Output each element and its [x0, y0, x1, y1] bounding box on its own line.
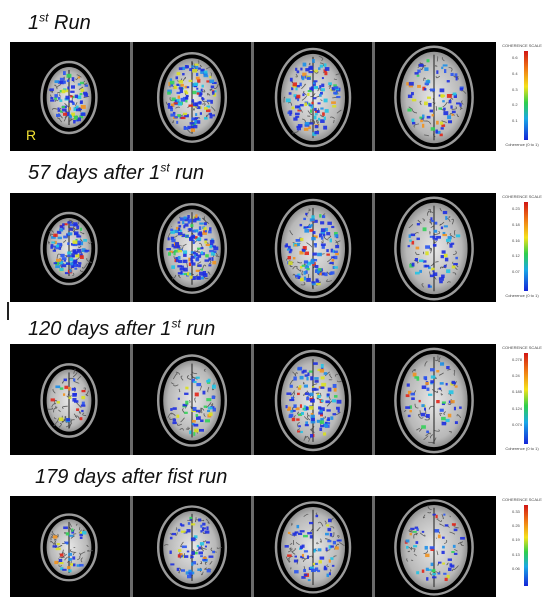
- scale-title: COHERENCE SCALE: [502, 43, 542, 48]
- scale-tick-label: 0.124: [512, 405, 523, 411]
- scale-tick-label: 0.6: [512, 55, 518, 60]
- section-title: 179 days after fist run: [35, 467, 227, 487]
- scale-tick-label: 0.23: [512, 206, 520, 211]
- section-title-text: 120 days after 1: [28, 318, 172, 340]
- coherence-color-scale: COHERENCE SCALE 0.6 0.4 0.3 0.2 0.1 Coherence …: [500, 42, 544, 151]
- panel-divider: [251, 344, 254, 455]
- section-title-superscript: st: [160, 160, 170, 175]
- mri-strip: [10, 344, 496, 455]
- scale-title: COHERENCE SCALE: [502, 497, 542, 502]
- brain-slice-image: [254, 193, 373, 302]
- scale-tick-label: 0.07: [512, 269, 520, 275]
- scale-gradient-bar: [524, 353, 528, 444]
- scale-tick-label: 0.16: [512, 237, 520, 243]
- brain-slice-image: [375, 193, 494, 302]
- brain-slice-image: [254, 344, 373, 455]
- scale-tick-label: 0.4: [512, 70, 518, 76]
- brain-slice-image: [10, 344, 129, 455]
- brain-slice-image: [375, 496, 494, 597]
- section-title-superscript: st: [39, 10, 49, 25]
- panel-divider: [251, 496, 254, 597]
- section-title: 1st Run: [28, 10, 91, 34]
- panel-divider: [130, 496, 133, 597]
- panel-divider: [130, 42, 133, 151]
- scale-footer: Coherence (0 to 1): [505, 446, 539, 451]
- mri-strip: [10, 42, 496, 151]
- section-title-suffix: run: [169, 162, 205, 184]
- scale-tick-label: 0.2: [512, 102, 518, 108]
- brain-slice-image: [133, 344, 252, 455]
- scale-footer: Coherence (0 to 1): [505, 293, 539, 298]
- brain-slice-image: [10, 42, 129, 151]
- brain-slice-image: [133, 496, 252, 597]
- scale-title: COHERENCE SCALE: [502, 345, 542, 350]
- scale-gradient-bar: [524, 51, 528, 140]
- section-title-suffix: Run: [48, 12, 91, 34]
- brain-slice-image: [10, 496, 129, 597]
- scale-tick-label: 0.24: [512, 373, 520, 379]
- section-title: 120 days after 1st run: [28, 316, 216, 340]
- panel-divider: [130, 193, 133, 302]
- section-title: 57 days after 1st run: [28, 160, 205, 184]
- panel-divider: [372, 42, 375, 151]
- scale-tick-label: 0.3: [512, 86, 518, 92]
- panel-divider: [372, 193, 375, 302]
- panel-divider: [251, 193, 254, 302]
- orientation-label: R: [26, 127, 37, 143]
- mri-strip: [10, 496, 496, 597]
- scale-tick-label: 0.25: [512, 523, 520, 529]
- panel-divider: [372, 496, 375, 597]
- coherence-color-scale: COHERENCE SCALE 0.33 0.25 0.19 0.13 0.06: [500, 496, 544, 597]
- coherence-color-scale: COHERENCE SCALE 0.278 0.24 0.185 0.124 0.074 C…: [500, 344, 544, 455]
- section-title-suffix: run: [180, 318, 216, 340]
- mri-strip: [10, 193, 496, 302]
- scale-gradient-bar: [524, 202, 528, 291]
- section-title-text: 57 days after 1: [28, 162, 161, 184]
- scale-tick-label: 0.185: [512, 389, 523, 395]
- scale-title: COHERENCE SCALE: [502, 194, 542, 199]
- coherence-color-scale: COHERENCE SCALE 0.23 0.18 0.16 0.12 0.07 Coher…: [500, 193, 544, 302]
- panel-divider: [251, 42, 254, 151]
- brain-slice-image: [375, 344, 494, 455]
- scale-tick-label: 0.33: [512, 509, 520, 514]
- brain-slice-image: [133, 193, 252, 302]
- scale-tick-label: 0.1: [512, 118, 518, 124]
- section-title-superscript: st: [171, 316, 181, 331]
- scale-tick-label: 0.19: [512, 537, 520, 543]
- scale-tick-label: 0.06: [512, 565, 520, 571]
- section-title-text: 1: [28, 12, 40, 34]
- scale-tick-label: 0.12: [512, 253, 520, 259]
- brain-slice-image: [254, 496, 373, 597]
- panel-divider: [372, 344, 375, 455]
- brain-slice-image: [133, 42, 252, 151]
- scale-gradient-bar: [524, 505, 528, 586]
- scale-tick-label: 0.18: [512, 221, 520, 227]
- scale-tick-label: 0.074: [512, 421, 523, 427]
- scale-footer: Coherence (0 to 1): [505, 142, 539, 147]
- brain-slice-image: [254, 42, 373, 151]
- brain-slice-image: [10, 193, 129, 302]
- panel-divider: [130, 344, 133, 455]
- scale-tick-label: 0.13: [512, 551, 520, 557]
- brain-slice-image: [375, 42, 494, 151]
- section-title-text: 179 days after fist run: [35, 466, 228, 488]
- text-cursor-mark: [7, 302, 9, 320]
- scale-tick-label: 0.278: [512, 357, 523, 362]
